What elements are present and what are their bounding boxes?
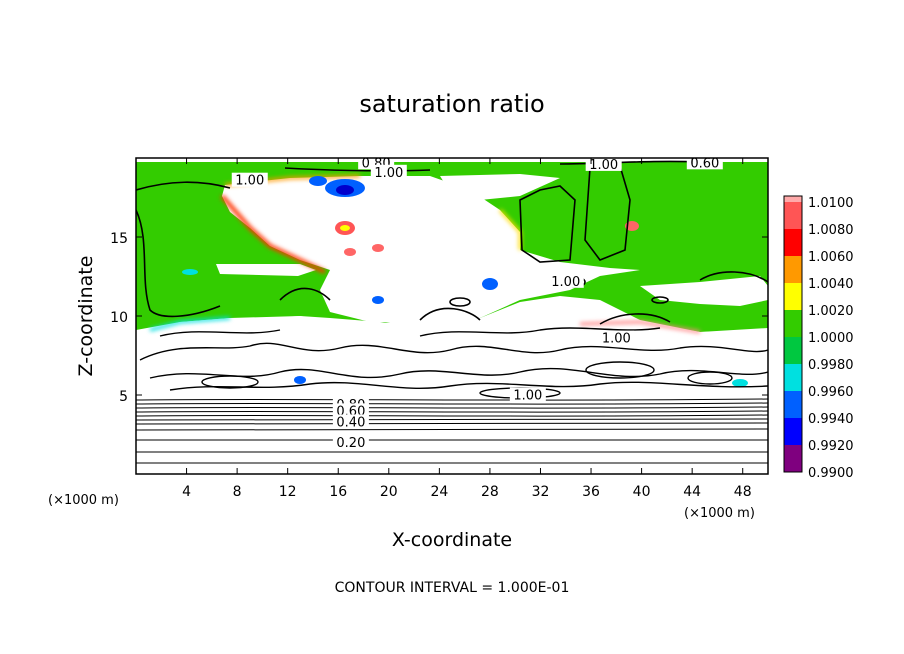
red-blob-2 [344,248,356,256]
x-tick-label: 20 [380,484,398,500]
blue-cores [182,176,748,387]
x-unit-right: (×1000 m) [684,506,755,521]
colorbar-swatch [784,445,802,472]
y-tick-label: 10 [110,310,128,326]
colorbar-label: 1.0040 [808,277,854,292]
contour-label-bg [686,158,723,170]
contour-label: 1.00 [513,389,542,404]
colorbar-label: 0.9940 [808,412,854,427]
blue-core-1-inner [336,185,354,195]
contour-label-bg [585,158,622,171]
colorbar-swatch [784,202,802,229]
x-unit-left: (×1000 m) [48,493,119,508]
colorbar-label: 1.0100 [808,196,854,211]
blue-core-6 [182,269,198,275]
saturation-field [136,162,768,474]
colorbar-label: 1.0000 [808,331,854,346]
y-tick-label: 5 [119,389,128,405]
cyan-edge [149,316,231,332]
x-tick-label: 48 [734,484,752,500]
contour-label: 0.40 [336,415,365,430]
contour-label: 1.00 [374,166,403,181]
y-tick-label: 15 [110,231,128,247]
x-tick-label: 28 [481,484,499,500]
plot-area: 0.801.001.001.000.601.001.001.000.800.60… [136,156,768,474]
colorbar-label: 1.0080 [808,223,854,238]
lower-cloud-layer [136,316,768,474]
contour-lines [136,160,768,464]
yellow-edge [498,208,522,250]
cloud-layer-contours [139,327,768,399]
lower-stratified-contours [136,398,768,464]
colorbar-swatch [784,418,802,445]
red-edge [220,194,326,274]
contour-label: 1.00 [551,275,580,290]
contour-label-bg [598,330,635,345]
x-tick-label: 4 [182,484,191,500]
contour-label-bg [509,387,546,402]
red-blob-4 [625,221,639,231]
contour-label-group: 0.801.001.001.000.601.001.001.000.800.60… [231,156,723,451]
contour-interval-footer: CONTOUR INTERVAL = 1.000E-01 [335,580,570,596]
colorbar-label: 1.0020 [808,304,854,319]
contour-label: 1.00 [235,174,264,189]
colorbar-swatch [784,337,802,364]
blue-core-2 [309,176,327,186]
colorbar-label: 0.9980 [808,358,854,373]
colorbar-label: 0.9900 [808,466,854,481]
x-tick-label: 36 [582,484,600,500]
contour-label-bg [332,403,369,418]
subsaturated-cloud-gap [222,176,640,322]
colorbar-swatch [784,283,802,310]
contour-label-bg [547,273,584,288]
contour-label-bg [231,172,268,187]
x-tick-label: 40 [633,484,651,500]
x-tick-label: 32 [532,484,550,500]
contour-label: 0.20 [336,436,365,451]
yellow-blob [340,225,350,231]
x-tick-label: 24 [430,484,448,500]
blue-core-7 [732,379,748,387]
colorbar-swatch [784,364,802,391]
contour-label-bg [358,158,395,170]
blue-core-3 [482,278,498,290]
contour-label-bg [332,434,369,449]
mid-clear-gap [216,264,316,276]
colorbar-frame [783,195,803,473]
right-gap [640,276,768,306]
colorbar-label: 0.9960 [808,385,854,400]
x-axis: 4 8 12 16 20 24 28 32 36 40 44 48 [182,158,752,500]
colorbar-label: 0.9920 [808,439,854,454]
x-tick-label: 44 [683,484,701,500]
blue-core-4 [372,296,384,304]
chart-title: saturation ratio [359,90,544,118]
blue-core-5 [294,376,306,384]
contour-label-bg [370,164,407,179]
upper-right-gap [440,174,560,200]
y-axis-label: Z-coordinate [75,256,97,377]
colorbar-label: 1.0060 [808,250,854,265]
colorbar-swatch-top [784,196,802,202]
contour-label-bg [332,414,369,429]
contour-label: 1.00 [589,158,618,173]
colorbar: 0.9900 0.9920 0.9940 0.9960 0.9980 1.0000 1.00… [783,195,854,481]
red-blob-3 [372,244,384,252]
x-axis-label: X-coordinate [392,529,512,551]
x-tick-label: 16 [329,484,347,500]
colorbar-swatch [784,391,802,418]
colorbar-swatch [784,229,802,256]
x-tick-label: 8 [233,484,242,500]
colorbar-swatch [784,310,802,337]
contour-label: 0.60 [690,156,719,171]
colorbar-swatch [784,256,802,283]
x-tick-label: 12 [279,484,297,500]
y-axis: 5 10 15 [110,231,768,405]
contour-label: 1.00 [602,332,631,347]
